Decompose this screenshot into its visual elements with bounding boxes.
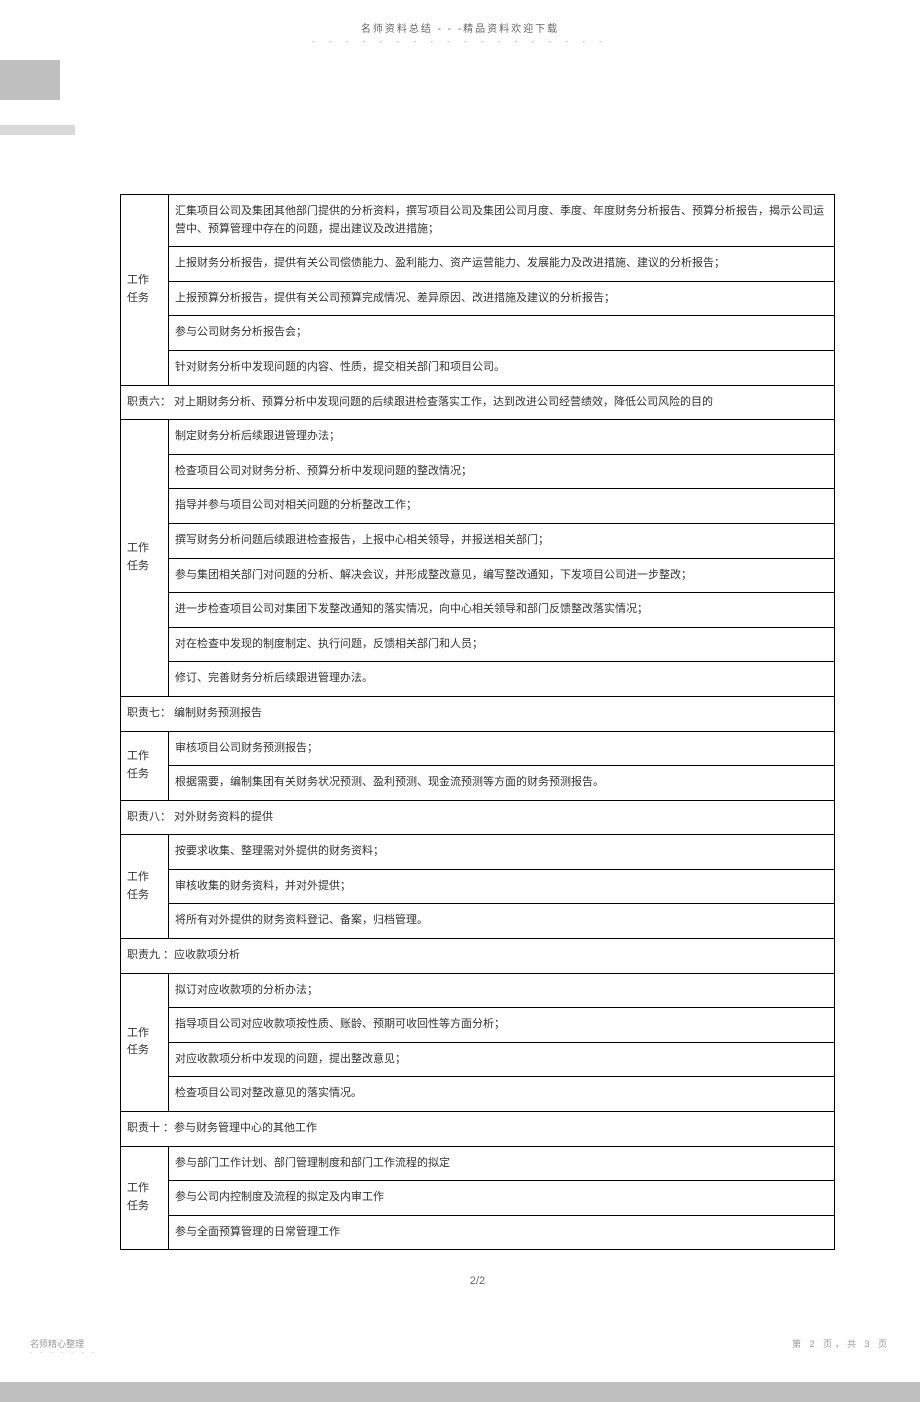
table-row: 审核收集的财务资料，并对外提供； — [121, 869, 835, 904]
decorative-block — [0, 60, 60, 100]
table-row: 上报预算分析报告，提供有关公司预算完成情况、差异原因、改进措施及建议的分析报告； — [121, 281, 835, 316]
table-row: 检查项目公司对整改意见的落实情况。 — [121, 1077, 835, 1112]
table-row: 对在检查中发现的制度制定、执行问题，反馈相关部门和人员； — [121, 627, 835, 662]
task-cell: 检查项目公司对整改意见的落实情况。 — [169, 1077, 835, 1112]
duty-header: 职责七： 编制财务预测报告 — [121, 696, 835, 731]
duty-header: 职责九 ：应收款项分析 — [121, 939, 835, 974]
table-row: 参与公司财务分析报告会； — [121, 316, 835, 351]
task-cell: 将所有对外提供的财务资料登记、备案，归档管理。 — [169, 904, 835, 939]
table-row: 上报财务分析报告，提供有关公司偿债能力、盈利能力、资产运营能力、发展能力及改进措… — [121, 247, 835, 282]
bottom-decorative-bar — [0, 1382, 920, 1402]
task-cell: 参与公司财务分析报告会； — [169, 316, 835, 351]
footer-left-dots: - - - - - - - — [30, 1350, 97, 1357]
table-row: 工作 任务 按要求收集、整理需对外提供的财务资料； — [121, 835, 835, 870]
table-row: 工作 任务 参与部门工作计划、部门管理制度和部门工作流程的拟定 — [121, 1146, 835, 1181]
duty-header: 职责八： 对外财务资料的提供 — [121, 800, 835, 835]
work-task-label: 工作 任务 — [121, 1146, 169, 1250]
footer-right-text: 第 2 页，共 3 页 — [792, 1337, 890, 1357]
table-row: 工作 任务 审核项目公司财务预测报告； — [121, 731, 835, 766]
task-cell: 参与集团相关部门对问题的分析、解决会议，并形成整改意见，编写整改通知，下发项目公… — [169, 558, 835, 593]
duties-table: 工作 任务 汇集项目公司及集团其他部门提供的分析资料，撰写项目公司及集团公司月度… — [120, 194, 835, 1250]
table-row: 工作 任务 汇集项目公司及集团其他部门提供的分析资料，撰写项目公司及集团公司月度… — [121, 195, 835, 247]
task-cell: 参与全面预算管理的日常管理工作 — [169, 1215, 835, 1250]
header-title: 名师资料总结 - - -精品资料欢迎下载 — [0, 20, 920, 35]
footer-left-text: 名师精心整理 — [30, 1337, 97, 1350]
table-row: 进一步检查项目公司对集团下发整改通知的落实情况，向中心相关领导和部门反馈整改落实… — [121, 593, 835, 628]
task-cell: 根据需要，编制集团有关财务状况预测、盈利预测、现金流预测等方面的财务预测报告。 — [169, 766, 835, 801]
duty-header-row: 职责十 ：参与财务管理中心的其他工作 — [121, 1112, 835, 1147]
duty-header: 职责六： 对上期财务分析、预算分析中发现问题的后续跟进检查落实工作，达到改进公司… — [121, 385, 835, 420]
page-footer: 名师精心整理 - - - - - - - 第 2 页，共 3 页 — [0, 1337, 920, 1377]
task-cell: 针对财务分析中发现问题的内容、性质，提交相关部门和项目公司。 — [169, 350, 835, 385]
duty-header-row: 职责八： 对外财务资料的提供 — [121, 800, 835, 835]
work-task-label: 工作 任务 — [121, 835, 169, 939]
task-cell: 指导项目公司对应收款项按性质、账龄、预期可收回性等方面分析； — [169, 1008, 835, 1043]
table-row: 撰写财务分析问题后续跟进检查报告，上报中心相关领导，并报送相关部门； — [121, 523, 835, 558]
header-dots: - - - - - - - - - - - - - - - - - - — [0, 37, 920, 46]
task-cell: 对应收款项分析中发现的问题，提出整改意见； — [169, 1042, 835, 1077]
task-cell: 拟订对应收款项的分析办法； — [169, 973, 835, 1008]
task-cell: 按要求收集、整理需对外提供的财务资料； — [169, 835, 835, 870]
duty-header: 职责十 ：参与财务管理中心的其他工作 — [121, 1112, 835, 1147]
table-row: 指导项目公司对应收款项按性质、账龄、预期可收回性等方面分析； — [121, 1008, 835, 1043]
table-row: 参与全面预算管理的日常管理工作 — [121, 1215, 835, 1250]
task-cell: 审核项目公司财务预测报告； — [169, 731, 835, 766]
page-number: 2/2 — [120, 1275, 835, 1287]
task-cell: 上报预算分析报告，提供有关公司预算完成情况、差异原因、改进措施及建议的分析报告； — [169, 281, 835, 316]
table-row: 将所有对外提供的财务资料登记、备案，归档管理。 — [121, 904, 835, 939]
task-cell: 汇集项目公司及集团其他部门提供的分析资料，撰写项目公司及集团公司月度、季度、年度… — [169, 195, 835, 247]
table-row: 参与公司内控制度及流程的拟定及内审工作 — [121, 1181, 835, 1216]
table-row: 针对财务分析中发现问题的内容、性质，提交相关部门和项目公司。 — [121, 350, 835, 385]
table-row: 工作 任务 制定财务分析后续跟进管理办法； — [121, 420, 835, 455]
task-cell: 制定财务分析后续跟进管理办法； — [169, 420, 835, 455]
duty-header-row: 职责六： 对上期财务分析、预算分析中发现问题的后续跟进检查落实工作，达到改进公司… — [121, 385, 835, 420]
task-cell: 对在检查中发现的制度制定、执行问题，反馈相关部门和人员； — [169, 627, 835, 662]
duty-header-row: 职责九 ：应收款项分析 — [121, 939, 835, 974]
decorative-bar — [0, 125, 75, 135]
duty-header-row: 职责七： 编制财务预测报告 — [121, 696, 835, 731]
task-cell: 参与部门工作计划、部门管理制度和部门工作流程的拟定 — [169, 1146, 835, 1181]
work-task-label: 工作 任务 — [121, 973, 169, 1111]
work-task-label: 工作 任务 — [121, 420, 169, 697]
table-row: 工作 任务 拟订对应收款项的分析办法； — [121, 973, 835, 1008]
table-row: 参与集团相关部门对问题的分析、解决会议，并形成整改意见，编写整改通知，下发项目公… — [121, 558, 835, 593]
task-cell: 撰写财务分析问题后续跟进检查报告，上报中心相关领导，并报送相关部门； — [169, 523, 835, 558]
main-content: 工作 任务 汇集项目公司及集团其他部门提供的分析资料，撰写项目公司及集团公司月度… — [120, 194, 835, 1287]
work-task-label: 工作 任务 — [121, 731, 169, 800]
task-cell: 进一步检查项目公司对集团下发整改通知的落实情况，向中心相关领导和部门反馈整改落实… — [169, 593, 835, 628]
task-cell: 参与公司内控制度及流程的拟定及内审工作 — [169, 1181, 835, 1216]
task-cell: 检查项目公司对财务分析、预算分析中发现问题的整改情况； — [169, 454, 835, 489]
task-cell: 修订、完善财务分析后续跟进管理办法。 — [169, 662, 835, 697]
page-header: 名师资料总结 - - -精品资料欢迎下载 - - - - - - - - - -… — [0, 0, 920, 54]
table-row: 修订、完善财务分析后续跟进管理办法。 — [121, 662, 835, 697]
footer-left-block: 名师精心整理 - - - - - - - — [30, 1337, 97, 1357]
work-task-label: 工作 任务 — [121, 195, 169, 386]
task-cell: 审核收集的财务资料，并对外提供； — [169, 869, 835, 904]
task-cell: 指导并参与项目公司对相关问题的分析整改工作； — [169, 489, 835, 524]
table-row: 检查项目公司对财务分析、预算分析中发现问题的整改情况； — [121, 454, 835, 489]
table-row: 根据需要，编制集团有关财务状况预测、盈利预测、现金流预测等方面的财务预测报告。 — [121, 766, 835, 801]
task-cell: 上报财务分析报告，提供有关公司偿债能力、盈利能力、资产运营能力、发展能力及改进措… — [169, 247, 835, 282]
table-row: 对应收款项分析中发现的问题，提出整改意见； — [121, 1042, 835, 1077]
table-row: 指导并参与项目公司对相关问题的分析整改工作； — [121, 489, 835, 524]
